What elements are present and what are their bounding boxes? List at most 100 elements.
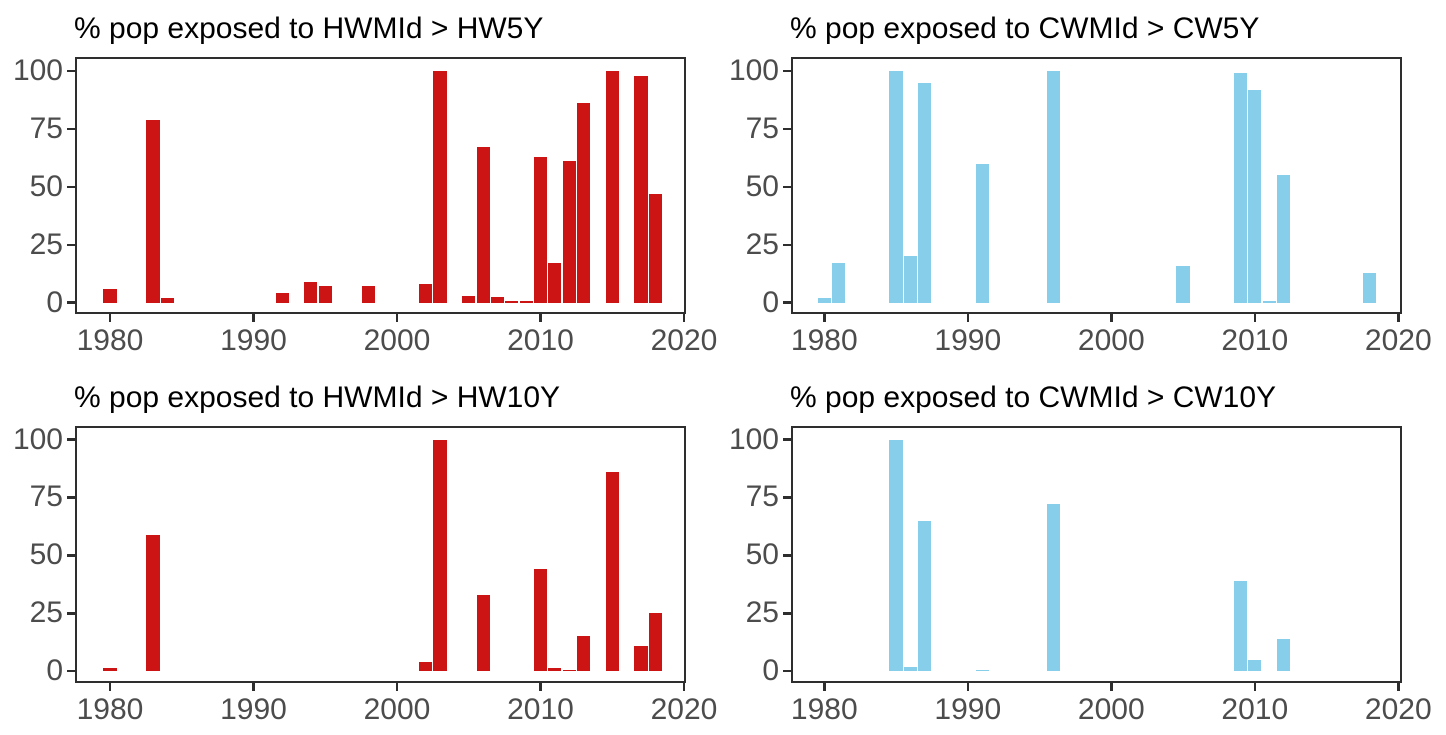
- panel-hw5y: [75, 57, 686, 314]
- bar-hw5y-2013: [576, 103, 591, 303]
- y-axis-label: 75: [29, 480, 63, 514]
- bar-hw5y-1994: [304, 281, 318, 303]
- panel-title-hw10y: % pop exposed to HWMId > HW10Y: [74, 380, 561, 414]
- y-axis-tick: [783, 127, 791, 131]
- bar-cw10y-1987: [918, 520, 932, 672]
- bar-cw10y-1991: [975, 670, 989, 672]
- y-axis-tick: [67, 69, 75, 73]
- x-axis-label: 1990: [220, 692, 287, 726]
- y-axis-label: 100: [728, 422, 779, 456]
- x-axis-tick: [682, 314, 686, 322]
- y-axis-label: 50: [745, 538, 779, 572]
- x-axis-label: 2000: [1077, 692, 1145, 726]
- y-axis-tick: [783, 554, 791, 557]
- bar-cw5y-1986: [903, 256, 917, 303]
- x-axis-label: 2010: [507, 324, 574, 357]
- bar-hw5y-2005: [462, 295, 476, 303]
- bar-hw10y-2012: [562, 669, 576, 672]
- x-axis-label: 1990: [934, 692, 1002, 726]
- y-axis-tick: [783, 243, 791, 247]
- x-axis-label: 2010: [1221, 692, 1289, 726]
- x-axis-label: 1980: [790, 324, 858, 357]
- y-axis-tick: [783, 301, 791, 304]
- x-axis-tick: [539, 682, 542, 691]
- y-axis-tick: [67, 496, 75, 499]
- bar-hw5y-2002: [419, 284, 433, 303]
- bar-hw10y-1983: [146, 534, 160, 672]
- bar-hw10y-2006: [476, 594, 490, 672]
- bar-hw5y-2009: [519, 301, 533, 303]
- x-axis-tick: [108, 682, 112, 691]
- y-axis-tick: [67, 669, 75, 673]
- bar-hw5y-1983: [146, 119, 160, 303]
- bar-hw5y-2018: [648, 193, 662, 303]
- panel-title-cw10y: % pop exposed to CWMId > CW10Y: [790, 380, 1277, 414]
- x-axis-label: 2000: [363, 324, 431, 357]
- x-axis-label: 2020: [1364, 324, 1432, 357]
- bar-hw5y-1980: [103, 288, 117, 303]
- y-axis-label: 100: [12, 422, 63, 456]
- x-axis-tick: [252, 314, 255, 322]
- y-axis-tick: [783, 185, 791, 189]
- y-axis-label: 25: [29, 596, 63, 630]
- bar-cw10y-1986: [903, 666, 917, 672]
- x-axis-label: 2010: [507, 692, 574, 726]
- bar-hw5y-1984: [160, 298, 174, 303]
- x-axis-label: 2020: [650, 324, 718, 357]
- y-axis-label: 75: [745, 111, 779, 145]
- y-axis-tick: [67, 301, 75, 304]
- bar-cw5y-2018: [1363, 272, 1377, 303]
- y-axis-label: 100: [728, 54, 779, 87]
- y-axis-tick: [67, 438, 75, 441]
- x-axis-tick: [539, 314, 542, 322]
- x-axis-tick: [395, 682, 399, 691]
- bar-cw5y-2012: [1276, 175, 1291, 303]
- x-axis-label: 2020: [650, 692, 718, 726]
- bar-cw10y-2009: [1233, 580, 1248, 672]
- y-axis-label: 50: [29, 538, 63, 572]
- bar-hw5y-2017: [634, 75, 648, 303]
- bar-hw5y-2012: [562, 161, 576, 303]
- bar-hw5y-2015: [605, 71, 619, 303]
- bar-hw10y-2010: [533, 569, 548, 672]
- x-axis-tick: [252, 682, 255, 691]
- x-axis-label: 2020: [1364, 692, 1432, 726]
- bar-hw10y-2002: [419, 661, 433, 672]
- y-axis-label: 0: [46, 654, 63, 688]
- y-axis-label: 25: [745, 596, 779, 630]
- bar-cw5y-1991: [975, 163, 989, 303]
- bar-hw5y-2007: [490, 296, 505, 303]
- x-axis-tick: [1397, 314, 1400, 322]
- panel-cw10y: [791, 425, 1402, 683]
- bar-cw5y-1987: [918, 82, 932, 303]
- bar-hw10y-2017: [634, 645, 648, 672]
- x-axis-tick: [966, 314, 970, 322]
- y-axis-label: 75: [29, 111, 63, 145]
- x-axis-label: 1980: [76, 324, 144, 357]
- bar-hw10y-2003: [433, 439, 447, 672]
- x-axis-tick: [1253, 314, 1257, 322]
- bar-cw10y-2010: [1248, 659, 1262, 672]
- bar-cw5y-1985: [889, 71, 903, 303]
- bar-hw5y-1992: [275, 293, 289, 303]
- bar-cw10y-2012: [1276, 638, 1291, 672]
- y-axis-label: 100: [12, 54, 63, 87]
- bar-hw10y-1980: [103, 667, 117, 672]
- x-axis-label: 1980: [76, 692, 144, 726]
- x-axis-label: 1980: [790, 692, 858, 726]
- y-axis-label: 0: [762, 285, 779, 319]
- panel-title-cw5y: % pop exposed to CWMId > CW5Y: [790, 12, 1260, 45]
- x-axis-tick: [108, 314, 112, 322]
- bar-hw10y-2013: [576, 636, 591, 672]
- bar-hw5y-2010: [533, 156, 548, 303]
- bar-hw10y-2018: [648, 613, 662, 672]
- x-axis-label: 1990: [934, 324, 1002, 357]
- y-axis-tick: [67, 185, 75, 189]
- x-axis-tick: [823, 682, 826, 691]
- panel-title-hw5y: % pop exposed to HWMId > HW5Y: [74, 12, 544, 45]
- y-axis-tick: [783, 496, 791, 499]
- y-axis-label: 75: [745, 480, 779, 514]
- x-axis-tick: [823, 314, 826, 322]
- y-axis-tick: [67, 612, 75, 615]
